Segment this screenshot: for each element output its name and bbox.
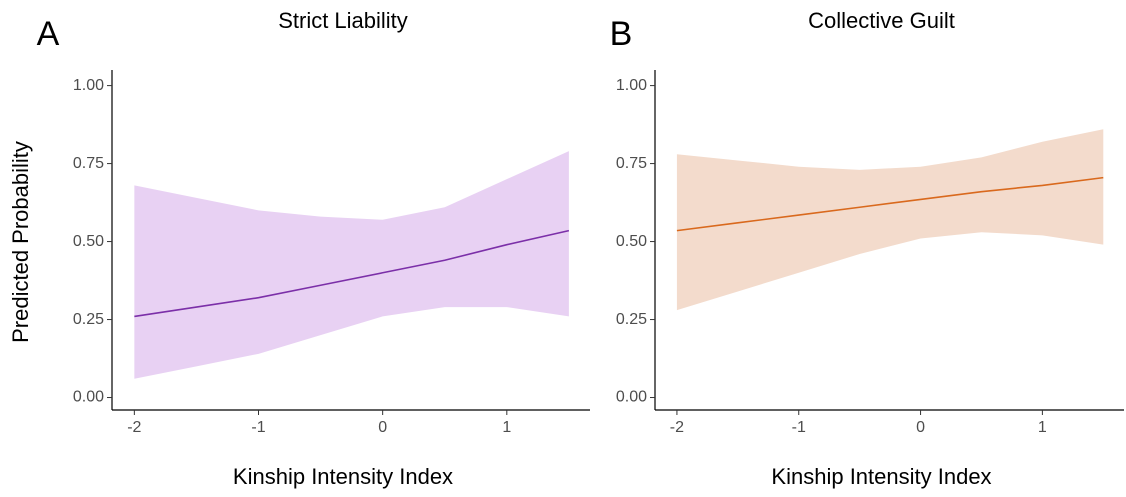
line [134, 229, 570, 318]
confidence-band [134, 151, 569, 379]
panel-label: B [610, 15, 633, 53]
x-tick-label: -2 [127, 419, 141, 436]
x-tick-label: 0 [378, 419, 387, 436]
panel-label: A [37, 15, 60, 53]
y-tick-label: 0.25 [73, 311, 104, 328]
y-tick-label: 0.75 [73, 155, 104, 172]
x-tick-label: -1 [792, 419, 806, 436]
x-axis-title: Kinship Intensity Index [771, 464, 991, 489]
x-tick-label: 1 [502, 419, 511, 436]
x-tick-label: -2 [670, 419, 684, 436]
confidence-band [676, 129, 1104, 311]
x-tick-label: 0 [916, 419, 925, 436]
y-tick-label: 0.75 [616, 155, 647, 172]
y-tick-label: 0.25 [616, 311, 647, 328]
chart-title: Strict Liability [278, 8, 408, 33]
y-tick-label: 0.00 [73, 389, 104, 406]
chart-title: Collective Guilt [808, 8, 955, 33]
y-axis-title: Predicted Probability [8, 141, 33, 343]
x-tick-label: -1 [251, 419, 265, 436]
y-tick-label: 0.50 [616, 233, 647, 250]
y-tick-label: 0.50 [73, 233, 104, 250]
x-tick-label: 1 [1038, 419, 1047, 436]
y-tick-label: 1.00 [616, 77, 647, 94]
x-axis-title: Kinship Intensity Index [233, 464, 453, 489]
y-tick-label: 1.00 [73, 77, 104, 94]
line [676, 176, 1104, 232]
y-tick-label: 0.00 [616, 389, 647, 406]
